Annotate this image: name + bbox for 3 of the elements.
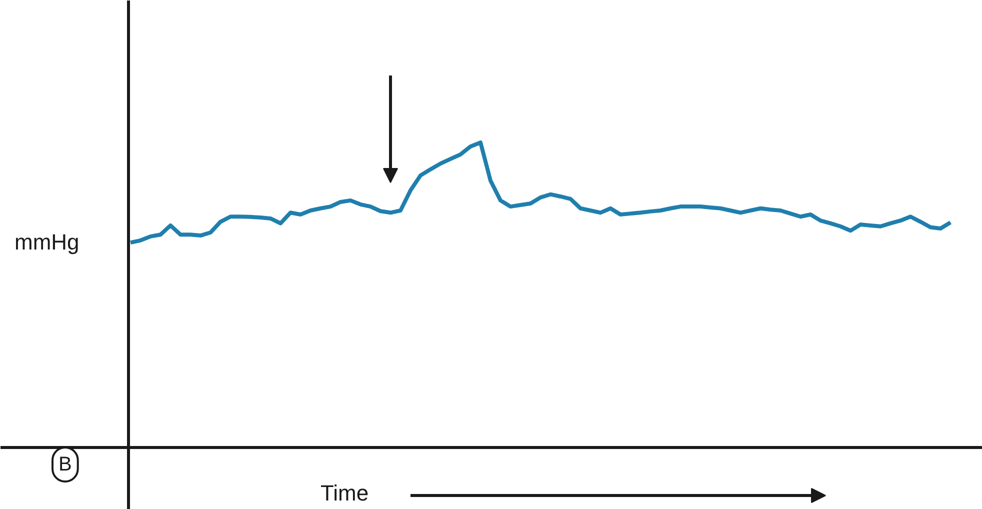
x-axis-title: Time: [320, 480, 369, 506]
y-axis-title: mmHg: [14, 230, 80, 254]
text: B: [58, 454, 72, 476]
